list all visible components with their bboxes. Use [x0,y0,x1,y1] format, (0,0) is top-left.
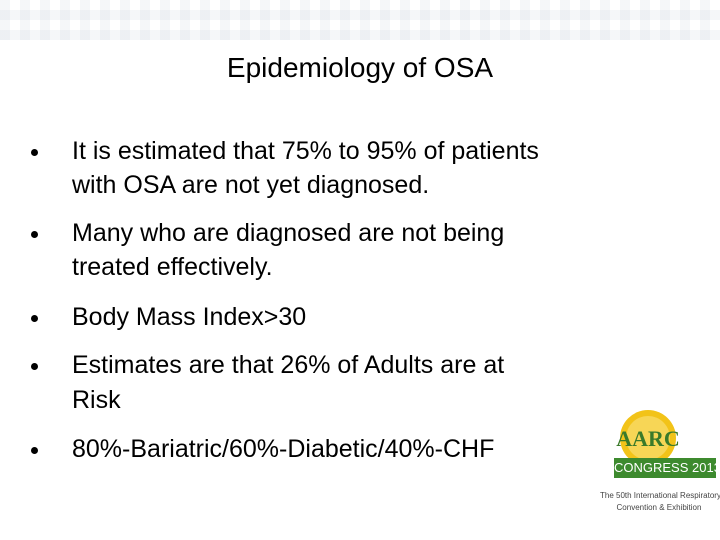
bullet-dot [31,149,38,156]
bullet-line: treated effectively. [72,253,273,281]
logo-emblem: AARC [616,410,680,466]
bullet-line: Body Mass Index>30 [72,303,307,331]
logo-sun-inner [626,416,670,460]
logo-caption: The 50th International Respiratory [600,491,720,500]
bullet-line: Risk [72,386,121,414]
logo-letters: AARC [616,426,680,451]
background-pattern [0,0,720,40]
bullet-dot [31,315,38,322]
logo: AARC CONGRESS 2013 The 50th Internationa… [600,408,720,536]
bullet-line: with OSA are not yet diagnosed. [72,171,430,199]
bullet-dot [31,447,38,454]
bullet-line: Many who are diagnosed are not being [72,219,505,247]
logo-banner [614,458,716,478]
logo-banner-text: CONGRESS 2013 [614,460,720,475]
bullet-dot [31,231,38,238]
slide-title: Epidemiology of OSA [226,52,494,83]
bullet-line: 80%-Bariatric/60%-Diabetic/40%-CHF [72,435,495,463]
logo-caption: Convention & Exhibition [616,503,702,512]
bullet-dot [31,363,38,370]
bullet-line: Estimates are that 26% of Adults are at [72,351,505,379]
bullet-line: It is estimated that 75% to 95% of patie… [72,137,539,165]
